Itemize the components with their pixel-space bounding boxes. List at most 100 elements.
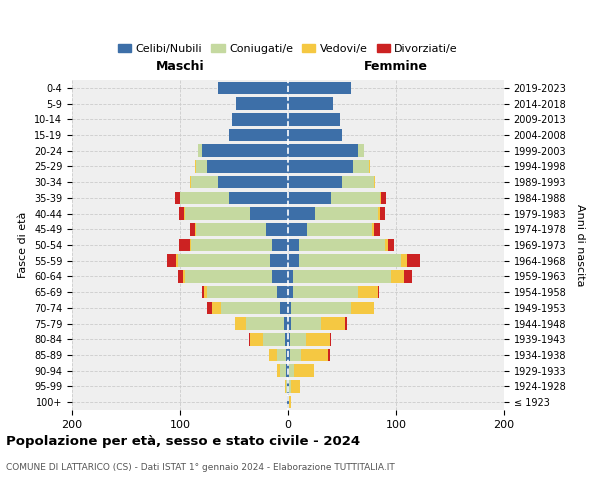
- Bar: [229, 128, 288, 141]
- Bar: [287, 380, 288, 392]
- Bar: [277, 348, 286, 362]
- Bar: [288, 82, 350, 94]
- Bar: [212, 302, 221, 314]
- Bar: [266, 223, 288, 235]
- Bar: [288, 270, 293, 282]
- Bar: [322, 318, 345, 330]
- Y-axis label: Anni di nascita: Anni di nascita: [575, 204, 585, 286]
- Bar: [229, 192, 288, 204]
- Bar: [246, 318, 284, 330]
- Bar: [299, 238, 385, 252]
- Bar: [218, 82, 288, 94]
- Bar: [288, 254, 299, 267]
- Bar: [207, 160, 288, 172]
- Bar: [207, 302, 212, 314]
- Bar: [184, 208, 185, 220]
- Legend: Celibi/Nubili, Coniugati/e, Vedovi/e, Divorziati/e: Celibi/Nubili, Coniugati/e, Vedovi/e, Di…: [113, 40, 463, 58]
- Bar: [236, 98, 288, 110]
- Bar: [301, 348, 328, 362]
- Bar: [391, 270, 404, 282]
- Bar: [328, 348, 330, 362]
- Bar: [288, 223, 307, 235]
- Bar: [345, 318, 347, 330]
- Bar: [286, 364, 288, 377]
- Bar: [202, 144, 288, 157]
- Bar: [167, 254, 176, 267]
- Bar: [179, 238, 190, 252]
- Bar: [299, 254, 401, 267]
- Bar: [232, 113, 288, 126]
- Bar: [330, 333, 331, 345]
- Bar: [380, 208, 385, 220]
- Bar: [288, 364, 289, 377]
- Bar: [286, 380, 287, 392]
- Bar: [178, 254, 269, 267]
- Bar: [289, 380, 291, 392]
- Bar: [272, 238, 288, 252]
- Bar: [291, 302, 350, 314]
- Bar: [250, 208, 288, 220]
- Bar: [202, 286, 204, 298]
- Bar: [288, 333, 290, 345]
- Text: COMUNE DI LATTARICO (CS) - Dati ISTAT 1° gennaio 2024 - Elaborazione TUTTITALIA.: COMUNE DI LATTARICO (CS) - Dati ISTAT 1°…: [6, 462, 395, 471]
- Text: Maschi: Maschi: [155, 60, 205, 74]
- Bar: [290, 333, 307, 345]
- Bar: [381, 192, 386, 204]
- Bar: [288, 208, 315, 220]
- Bar: [176, 254, 178, 267]
- Bar: [235, 318, 246, 330]
- Bar: [272, 270, 288, 282]
- Bar: [263, 333, 285, 345]
- Bar: [288, 144, 358, 157]
- Bar: [287, 396, 288, 408]
- Bar: [288, 176, 342, 188]
- Bar: [307, 223, 372, 235]
- Bar: [190, 176, 191, 188]
- Bar: [295, 364, 314, 377]
- Bar: [288, 160, 353, 172]
- Text: Femmine: Femmine: [364, 60, 428, 74]
- Bar: [195, 160, 196, 172]
- Bar: [358, 286, 377, 298]
- Bar: [221, 302, 280, 314]
- Bar: [372, 223, 374, 235]
- Bar: [289, 364, 295, 377]
- Bar: [288, 238, 299, 252]
- Bar: [288, 192, 331, 204]
- Bar: [380, 192, 381, 204]
- Bar: [196, 160, 207, 172]
- Bar: [350, 302, 374, 314]
- Bar: [407, 254, 420, 267]
- Bar: [288, 380, 289, 392]
- Bar: [195, 223, 196, 235]
- Bar: [342, 176, 374, 188]
- Bar: [374, 176, 376, 188]
- Bar: [377, 286, 379, 298]
- Bar: [288, 396, 289, 408]
- Bar: [191, 238, 272, 252]
- Bar: [291, 318, 322, 330]
- Bar: [288, 286, 293, 298]
- Bar: [183, 270, 185, 282]
- Bar: [293, 270, 391, 282]
- Bar: [293, 286, 358, 298]
- Bar: [358, 144, 364, 157]
- Bar: [288, 348, 290, 362]
- Bar: [284, 318, 288, 330]
- Bar: [185, 270, 272, 282]
- Bar: [285, 333, 288, 345]
- Bar: [288, 128, 342, 141]
- Bar: [250, 333, 263, 345]
- Bar: [204, 286, 207, 298]
- Bar: [179, 208, 184, 220]
- Bar: [249, 333, 250, 345]
- Bar: [288, 318, 291, 330]
- Bar: [307, 333, 330, 345]
- Bar: [331, 192, 380, 204]
- Bar: [401, 254, 407, 267]
- Bar: [196, 223, 266, 235]
- Bar: [385, 238, 388, 252]
- Bar: [175, 192, 180, 204]
- Bar: [269, 254, 288, 267]
- Bar: [315, 208, 377, 220]
